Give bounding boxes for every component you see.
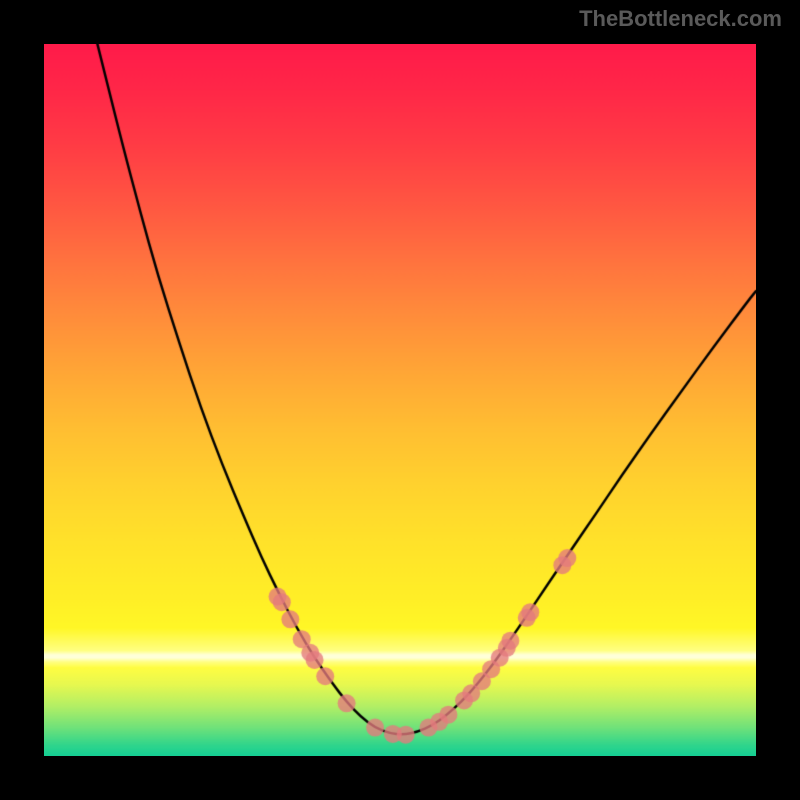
plot-area — [44, 44, 756, 756]
watermark-text: TheBottleneck.com — [579, 6, 782, 32]
chart-frame: { "canvas": { "width": 800, "height": 80… — [0, 0, 800, 800]
curve-overlay — [44, 44, 756, 756]
